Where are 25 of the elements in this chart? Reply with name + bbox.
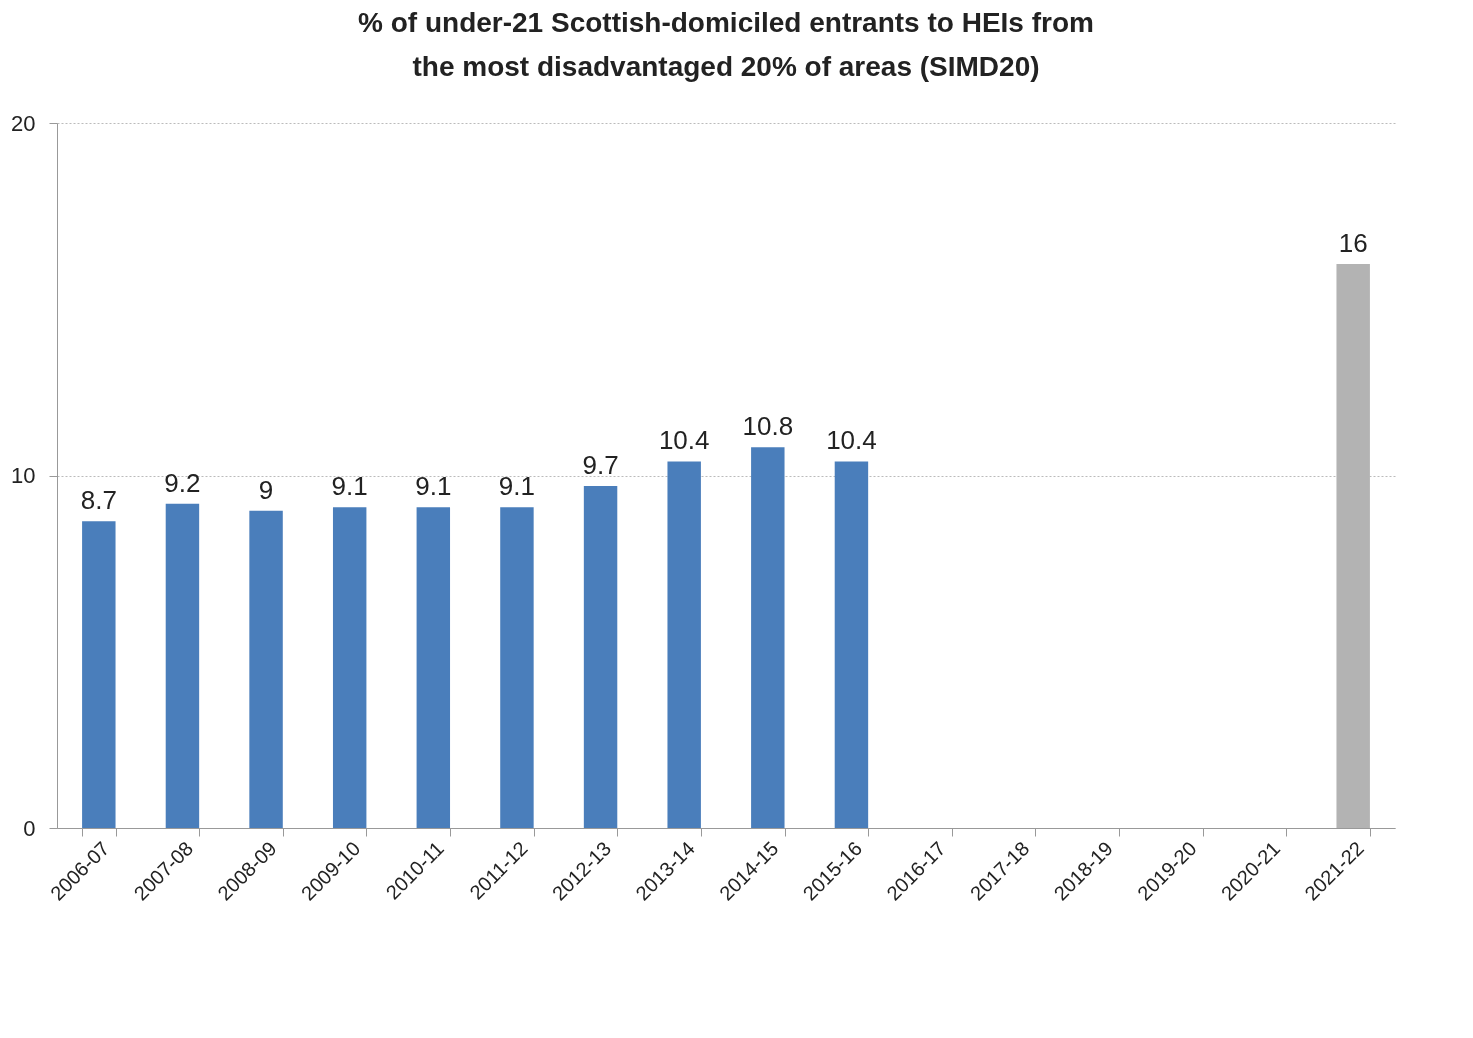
bar	[82, 521, 116, 828]
data-label: 9	[258, 474, 274, 505]
data-label: 8.7	[80, 485, 117, 516]
bar	[500, 507, 534, 828]
data-label: 9.2	[164, 467, 201, 498]
bar	[416, 507, 451, 828]
bar	[165, 503, 200, 828]
bar	[751, 447, 785, 828]
y-tick-label: 20	[11, 110, 36, 136]
y-tick-label: 0	[23, 815, 36, 841]
data-label: 9.1	[415, 471, 452, 502]
bar	[667, 461, 701, 828]
data-label: 10.4	[658, 425, 710, 456]
data-label: 9.1	[331, 471, 368, 502]
bar	[583, 486, 618, 828]
bar	[834, 461, 869, 828]
y-tick-label: 10	[11, 463, 36, 488]
chart-title: % of under-21 Scottish-domiciled entrants to HEIs from the most disadvantaged 20% of areas (SIMD20)	[358, 7, 1094, 82]
bar	[249, 510, 283, 828]
bar	[332, 507, 367, 828]
data-label: 16	[1338, 228, 1368, 258]
data-label: 10.4	[826, 425, 877, 456]
data-label: 10.8	[742, 411, 794, 442]
data-label: 9.1	[498, 471, 536, 502]
data-label: 9.7	[582, 450, 619, 481]
